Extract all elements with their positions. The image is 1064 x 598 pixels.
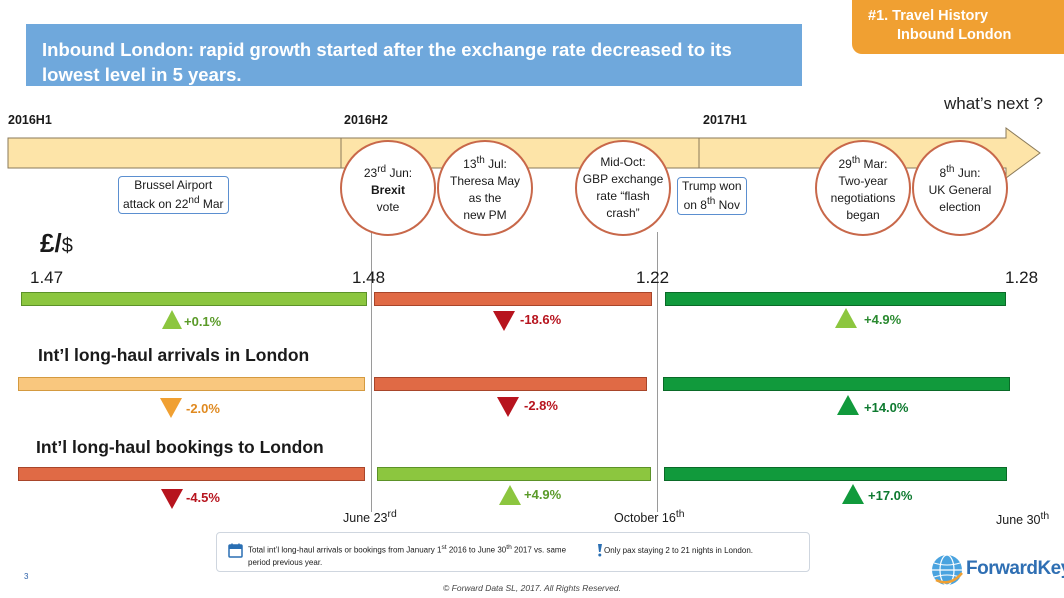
exchange-bar-2016h2 bbox=[374, 292, 652, 306]
divider-june-23 bbox=[371, 232, 372, 512]
calendar-icon bbox=[228, 543, 243, 563]
rate-end: 1.28 bbox=[1005, 268, 1039, 287]
triangle-down-icon bbox=[497, 397, 519, 422]
event-trump-won: Trump won on 8th Nov bbox=[677, 177, 747, 215]
event-flash-crash: Mid-Oct: GBP exchange rate “flash crash” bbox=[575, 140, 671, 236]
period-2017h1: 2017H1 bbox=[703, 113, 747, 127]
bookings-change-2016h2: +4.9% bbox=[524, 487, 562, 502]
badge-line-1: #1. Travel History bbox=[868, 8, 989, 24]
arrivals-change-2017h1: +14.0% bbox=[864, 400, 909, 415]
forwardkeys-logo: ForwardKeys bbox=[966, 558, 1064, 579]
rate-october: 1.22 bbox=[636, 268, 670, 287]
bookings-bar-2016h2 bbox=[377, 467, 651, 481]
footnote-box bbox=[216, 532, 810, 572]
triangle-down-icon bbox=[161, 489, 183, 514]
arrivals-bar-2016h1 bbox=[18, 377, 365, 391]
bookings-heading: Int’l long-haul bookings to London bbox=[36, 437, 324, 457]
copyright: © Forward Data SL, 2017. All Rights Rese… bbox=[443, 583, 621, 593]
event-uk-election: 8th Jun: UK General election bbox=[912, 140, 1008, 236]
event-brexit-negotiations: 29th Mar: Two-year negotiations began bbox=[815, 140, 911, 236]
triangle-up-icon bbox=[835, 308, 857, 333]
date-june-30: June 30th bbox=[996, 511, 1050, 528]
title-banner bbox=[26, 24, 802, 86]
badge-line-2: Inbound London bbox=[897, 27, 1012, 43]
triangle-down-icon bbox=[493, 311, 515, 336]
bookings-change-2016h1: -4.5% bbox=[186, 490, 220, 505]
bookings-bar-2017h1 bbox=[664, 467, 1007, 481]
arrivals-bar-2017h1 bbox=[663, 377, 1010, 391]
footnote-text-period: Total int’l long-haul arrivals or bookin… bbox=[248, 544, 567, 567]
section-badge bbox=[852, 0, 1064, 54]
period-2016h2: 2016H2 bbox=[344, 113, 388, 127]
period-2016h1: 2016H1 bbox=[8, 113, 52, 127]
arrivals-change-2016h2: -2.8% bbox=[524, 398, 558, 413]
currency-pair-label: £/$ bbox=[40, 228, 73, 258]
bookings-change-2017h1: +17.0% bbox=[868, 488, 913, 503]
exclamation-icon bbox=[596, 543, 603, 562]
exchange-bar-2017h1 bbox=[665, 292, 1006, 306]
timeline-arrow bbox=[7, 127, 1041, 179]
date-june-23: June 23rd bbox=[343, 509, 397, 526]
triangle-up-icon bbox=[842, 484, 864, 509]
exchange-bar-2016h1 bbox=[21, 292, 367, 306]
rate-start: 1.47 bbox=[30, 268, 64, 287]
event-brussels-attack: Brussel Airport attack on 22nd Mar bbox=[118, 176, 229, 214]
divider-october-16 bbox=[657, 232, 658, 512]
exchange-change-2016h1: +0.1% bbox=[184, 314, 222, 329]
arrivals-heading: Int’l long-haul arrivals in London bbox=[38, 345, 310, 365]
page-number: 3 bbox=[24, 572, 29, 581]
rate-june: 1.48 bbox=[352, 268, 386, 287]
triangle-up-icon bbox=[499, 485, 521, 510]
event-theresa-may: 13th Jul: Theresa May as the new PM bbox=[437, 140, 533, 236]
whats-next-label: what’s next ? bbox=[944, 94, 1043, 113]
page-title: Inbound London: rapid growth started aft… bbox=[42, 39, 732, 85]
exchange-change-2016h2: -18.6% bbox=[520, 312, 562, 327]
triangle-up-icon bbox=[837, 395, 859, 420]
arrivals-bar-2016h2 bbox=[374, 377, 647, 391]
globe-icon bbox=[930, 553, 964, 592]
footnote-text-stay: Only pax staying 2 to 21 nights in Londo… bbox=[604, 546, 753, 555]
triangle-down-icon bbox=[160, 398, 182, 423]
date-october-16: October 16th bbox=[614, 509, 685, 526]
arrivals-change-2016h1: -2.0% bbox=[186, 401, 220, 416]
exchange-change-2017h1: +4.9% bbox=[864, 312, 902, 327]
event-brexit-vote: 23rd Jun: Brexit vote bbox=[340, 140, 436, 236]
bookings-bar-2016h1 bbox=[18, 467, 365, 481]
triangle-up-icon bbox=[162, 309, 182, 334]
